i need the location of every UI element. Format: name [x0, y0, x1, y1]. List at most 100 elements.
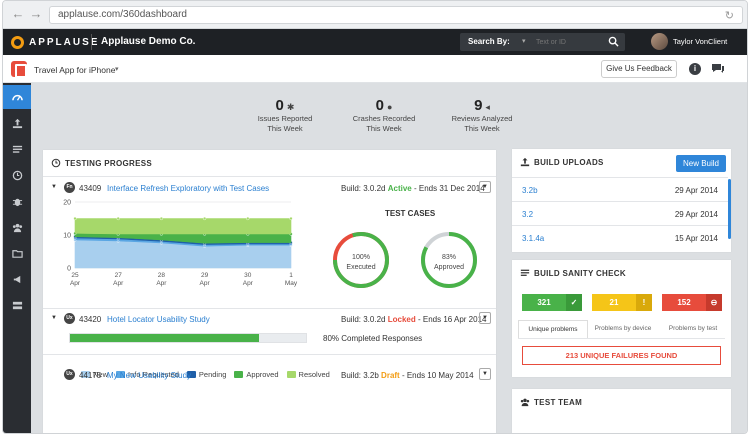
stat-label: This Week — [366, 124, 402, 133]
x-tick-label: Apr — [113, 280, 124, 287]
give-feedback-button[interactable]: Give Us Feedback — [601, 60, 677, 78]
passed-count: 321 — [537, 298, 551, 307]
tab-problems-by-device[interactable]: Problems by device — [594, 325, 652, 332]
app-selector-bar: Travel App for iPhone ▾ Give Us Feedback… — [3, 55, 747, 83]
clock-icon[interactable] — [3, 163, 31, 187]
chevron-down-icon[interactable]: ▾ — [522, 38, 526, 45]
x-tick-label: 30 — [244, 272, 252, 279]
stat-value: 0 — [375, 97, 384, 114]
stat-label: Crashes Recorded — [352, 114, 416, 123]
build-label: Build: 3.0.2d — [341, 315, 386, 324]
project-name-link[interactable]: Interface Refresh Exploratory with Test … — [107, 184, 270, 193]
uploads-scrollbar[interactable] — [728, 179, 731, 239]
gauge-percent: 83% — [442, 254, 456, 261]
avatar[interactable] — [651, 33, 668, 50]
build-version-link[interactable]: 3.2 — [522, 210, 534, 219]
data-point — [73, 216, 77, 221]
progress-label: 80% Completed Responses — [323, 334, 423, 343]
project-id: 44175 — [79, 371, 102, 380]
gauge-label: Executed — [346, 264, 375, 271]
tab-unique-problems[interactable]: Unique problems — [518, 320, 588, 338]
header-divider — [91, 34, 92, 50]
list-icon[interactable] — [3, 137, 31, 161]
warning-icon: ! — [636, 294, 652, 311]
chat-icon[interactable] — [711, 63, 725, 75]
project-menu-button[interactable]: ▼ — [479, 368, 491, 380]
build-version-link[interactable]: 3.1.4a — [522, 234, 545, 243]
status-badge: Draft — [381, 371, 400, 380]
search-by-dropdown[interactable]: Search By: — [468, 37, 510, 46]
upload-icon[interactable] — [3, 111, 31, 135]
end-date: - Ends 31 Dec 2014 — [413, 184, 485, 193]
crashes-recorded-stat: 0 ● Crashes Recorded This Week — [334, 97, 434, 134]
team-icon — [520, 398, 530, 407]
stat-label: This Week — [267, 124, 303, 133]
build-version-link[interactable]: 3.2b — [522, 186, 538, 195]
project-id: 43420 — [79, 315, 102, 324]
reload-icon[interactable]: ↻ — [724, 10, 734, 22]
new-build-button[interactable]: New Build — [676, 155, 726, 172]
card-title: TESTING PROGRESS — [65, 159, 153, 168]
app-selector[interactable]: Travel App for iPhone — [34, 65, 116, 75]
unique-failures-button[interactable]: 213 UNIQUE FAILURES FOUND — [522, 346, 721, 365]
info-icon[interactable]: i — [689, 63, 701, 75]
back-arrow-icon[interactable]: ← — [11, 6, 25, 21]
project-menu-button[interactable]: ▼ — [479, 181, 491, 193]
user-name[interactable]: Taylor VonClient — [673, 37, 728, 46]
card-title: TEST TEAM — [534, 398, 583, 407]
error-count-box[interactable]: 152 ⊖ — [662, 294, 722, 311]
upload-row[interactable]: 3.2 29 Apr 2014 — [512, 201, 728, 225]
data-point — [116, 216, 120, 221]
divider — [43, 176, 496, 177]
x-tick-label: May — [285, 280, 298, 287]
project-row[interactable]: ▼ Fn 43409 Interface Refresh Exploratory… — [51, 181, 491, 195]
upload-date: 29 Apr 2014 — [674, 210, 718, 219]
folder-icon[interactable] — [3, 241, 31, 265]
card-title: BUILD SANITY CHECK — [534, 269, 626, 278]
chevron-down-icon[interactable]: ▼ — [51, 315, 57, 321]
x-tick-label: Apr — [156, 280, 167, 287]
error-icon: ⊖ — [706, 294, 722, 311]
url-text: applause.com/360dashboard — [58, 9, 187, 20]
tab-problems-by-test[interactable]: Problems by test — [668, 325, 718, 332]
project-name-link[interactable]: Hotel Locator Usability Study — [107, 315, 210, 324]
dashboard-icon[interactable] — [3, 85, 31, 109]
upload-date: 15 Apr 2014 — [674, 234, 718, 243]
stat-label: Reviews Analyzed — [451, 114, 513, 123]
megaphone-icon[interactable] — [3, 267, 31, 291]
legend-item-new: New — [81, 370, 108, 379]
team-icon[interactable] — [3, 215, 31, 239]
chevron-down-icon[interactable]: ▾ — [115, 66, 119, 73]
area-resolved — [74, 218, 292, 235]
server-icon[interactable] — [3, 293, 31, 317]
stat-value: 0 — [275, 97, 284, 114]
x-tick-label: 27 — [115, 272, 123, 279]
upload-row[interactable]: 3.2b 29 Apr 2014 — [512, 177, 728, 201]
project-row[interactable]: ▼ Ux 43420 Hotel Locator Usability Study… — [51, 312, 491, 326]
applause-logo[interactable]: APPLAUSE — [11, 35, 99, 49]
address-bar[interactable]: applause.com/360dashboard ↻ — [49, 6, 743, 24]
project-name-link[interactable]: My New Usability Study — [107, 371, 192, 380]
test-case-gauges: 100% Executed 83% Approved — [333, 232, 477, 288]
company-name: Applause Demo Co. — [101, 36, 196, 47]
legend-label: New — [93, 370, 109, 379]
app-header: APPLAUSE Applause Demo Co. Search By: ▾ … — [3, 29, 747, 55]
warning-count-box[interactable]: 21 ! — [592, 294, 652, 311]
logo-ring-icon — [11, 35, 24, 49]
chevron-down-icon[interactable]: ▼ — [51, 184, 57, 190]
reviews-analyzed-stat: 9 ◂ Reviews Analyzed This Week — [432, 97, 532, 134]
bug-icon[interactable] — [3, 189, 31, 213]
passed-count-box[interactable]: 321 ✓ — [522, 294, 582, 311]
upload-row[interactable]: 3.1.4a 15 Apr 2014 — [512, 225, 728, 249]
data-point — [246, 216, 250, 221]
list-icon — [520, 269, 530, 276]
project-row[interactable]: Ux 44175 My New Usability Study Build: 3… — [51, 368, 491, 382]
project-menu-button[interactable]: ▼ — [479, 312, 491, 324]
search-icon[interactable] — [608, 36, 619, 47]
project-type-badge: Fn — [64, 182, 75, 193]
search-input[interactable] — [536, 35, 606, 49]
forward-arrow-icon[interactable]: → — [29, 6, 43, 21]
bug-icon: ✱ — [286, 102, 295, 112]
